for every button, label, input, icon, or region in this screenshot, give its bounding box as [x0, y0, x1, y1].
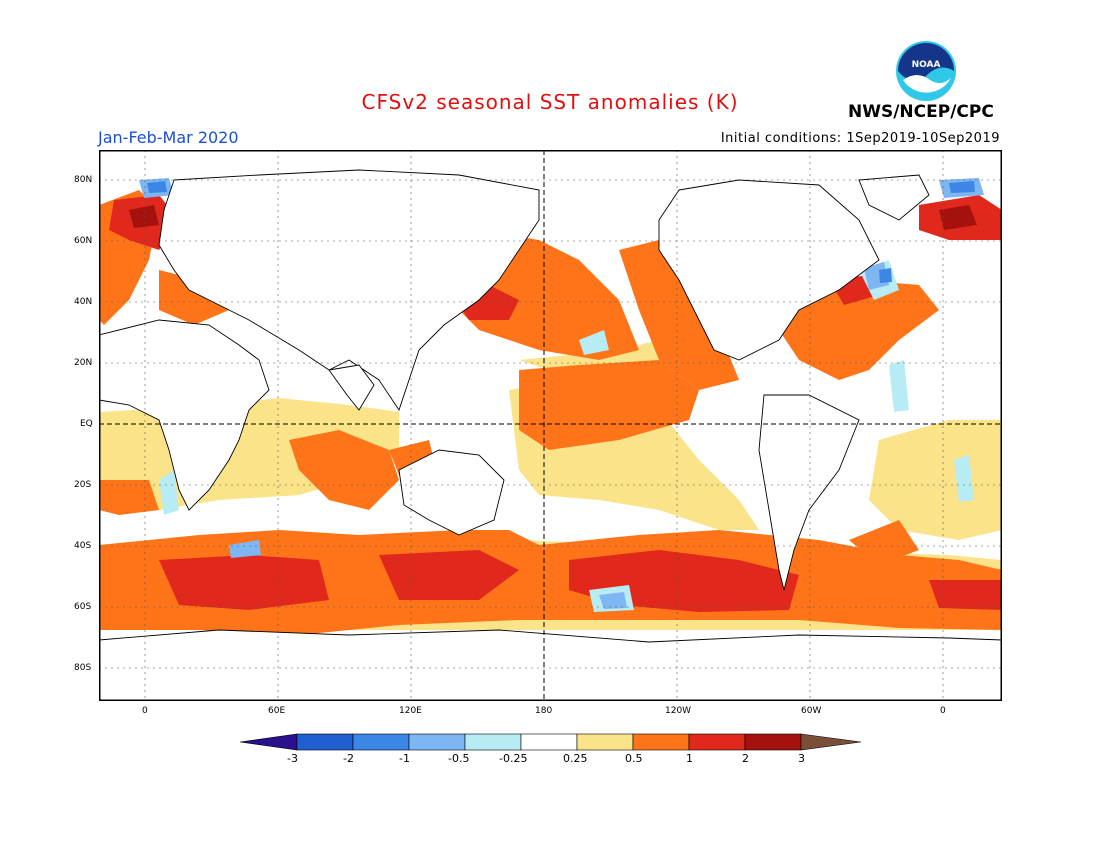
colorbar-label: 3: [798, 752, 805, 765]
colorbar-label: -0.5: [448, 752, 470, 765]
lat-label: 40N: [74, 297, 93, 307]
lon-label: 0: [940, 706, 946, 716]
colorbar-label: 1: [686, 752, 693, 765]
map-frame: [99, 150, 1002, 701]
noaa-logo-icon: NOAA: [896, 41, 956, 101]
lat-label: 20N: [74, 358, 93, 368]
colorbar-segment: [240, 733, 298, 751]
initial-conditions: Initial conditions: 1Sep2019-10Sep2019: [720, 131, 1000, 146]
colorbar-segment: [632, 733, 690, 751]
lon-label: 120W: [665, 706, 692, 716]
colorbar: [240, 733, 862, 751]
lon-label: 60W: [801, 706, 822, 716]
lat-label: 20S: [74, 480, 92, 490]
colorbar-label: -2: [343, 752, 354, 765]
colorbar-segment: [744, 733, 802, 751]
colorbar-label: -1: [399, 752, 410, 765]
colorbar-label: -0.25: [499, 752, 528, 765]
lat-label: 80N: [74, 175, 93, 185]
lon-label: 60E: [268, 706, 286, 716]
agency-label: NWS/NCEP/CPC: [848, 102, 994, 122]
lon-label: 180: [535, 706, 553, 716]
colorbar-segment: [296, 733, 354, 751]
coastlines: [99, 169, 1002, 701]
colorbar-label: -3: [287, 752, 298, 765]
lon-label: 0: [142, 706, 148, 716]
colorbar-segment: [520, 733, 578, 751]
forecast-period: Jan-Feb-Mar 2020: [98, 128, 239, 147]
colorbar-segment: [576, 733, 634, 751]
lat-grid: [99, 179, 1002, 669]
lat-label: 60N: [74, 236, 93, 246]
lon-grid: [144, 150, 944, 701]
lon-label: 120E: [399, 706, 422, 716]
colorbar-label: 0.5: [625, 752, 643, 765]
lat-label: 60S: [74, 602, 92, 612]
anomaly-colder: [147, 181, 975, 283]
chart-title: CFSv2 seasonal SST anomalies (K): [361, 90, 739, 114]
colorbar-segment: [688, 733, 746, 751]
sst-anomaly-map: [99, 150, 1002, 701]
anomaly-hot: [109, 195, 1002, 612]
colorbar-segment: [352, 733, 410, 751]
colorbar-segment: [464, 733, 522, 751]
colorbar-label: 0.25: [563, 752, 588, 765]
lat-label: 40S: [74, 541, 92, 551]
colorbar-segment: [408, 733, 466, 751]
colorbar-segment: [800, 733, 862, 751]
lat-label: 80S: [74, 663, 92, 673]
anomaly-cool: [159, 260, 974, 612]
colorbar-label: 2: [742, 752, 749, 765]
lat-label: EQ: [80, 419, 93, 429]
svg-text:NOAA: NOAA: [912, 60, 941, 70]
